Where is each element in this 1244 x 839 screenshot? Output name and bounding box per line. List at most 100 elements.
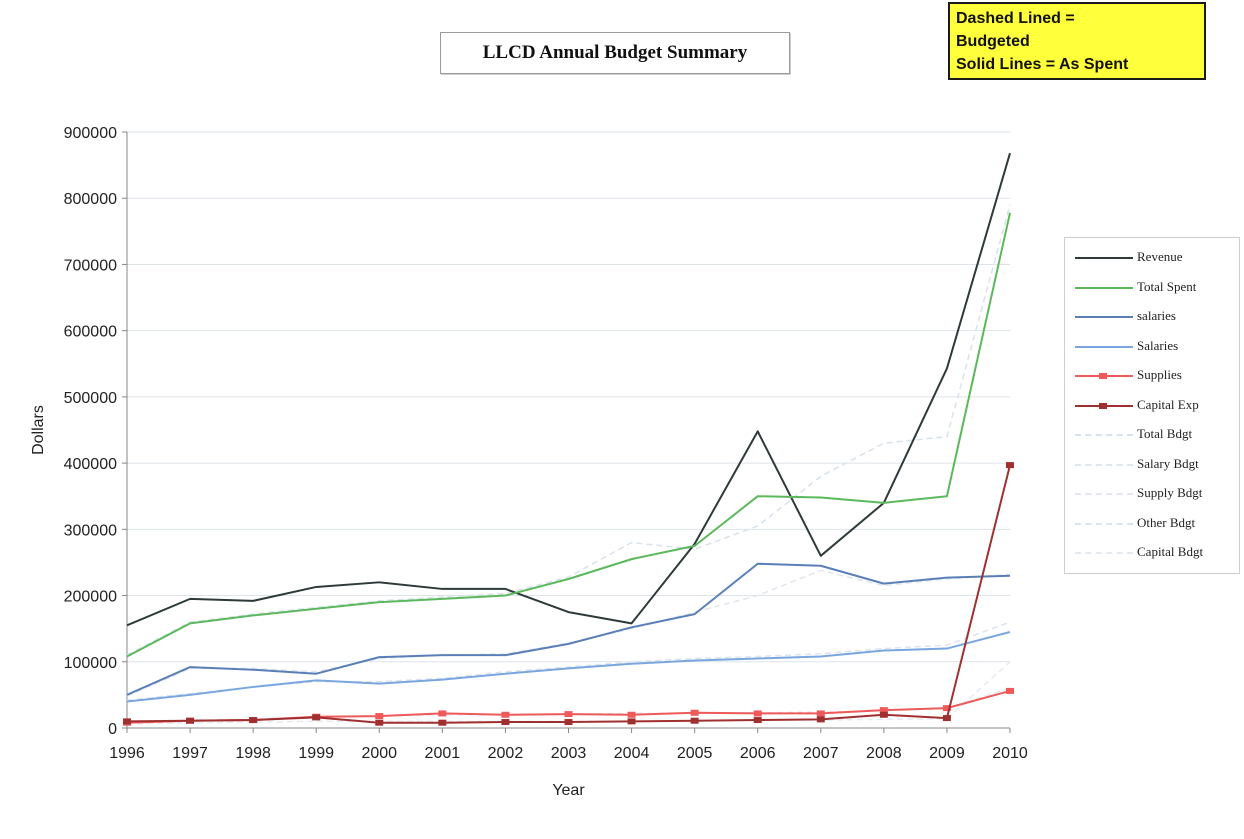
legend: Revenue Total Spent salaries Salaries Suppli… xyxy=(1064,237,1240,574)
y-tick-label: 700000 xyxy=(64,257,117,274)
y-tick-label: 600000 xyxy=(64,324,117,341)
x-tick-label: 2008 xyxy=(866,745,902,762)
data-point-capital-exp xyxy=(1006,462,1014,469)
legend-swatch xyxy=(1075,463,1133,466)
series-line-other-bdgt xyxy=(126,621,1011,701)
data-point-capital-exp xyxy=(249,717,258,724)
data-point-supplies xyxy=(690,709,699,716)
legend-label: Total Bdgt xyxy=(1137,426,1193,441)
legend-label: Total Spent xyxy=(1137,278,1197,294)
data-point-capital-exp xyxy=(123,718,131,725)
legend-label: Supply Bdgt xyxy=(1137,485,1203,500)
legend-swatch xyxy=(1075,493,1133,495)
data-point-capital-exp xyxy=(879,711,888,718)
series-line-salaries xyxy=(126,631,1011,703)
data-point-supplies xyxy=(1006,687,1014,694)
x-tick-label: 1996 xyxy=(109,745,145,762)
legend-item: Supplies xyxy=(1065,366,1239,386)
legend-swatch xyxy=(1075,552,1133,554)
note-line-1: Dashed Lined = xyxy=(956,10,1075,27)
legend-item: Other Bdgt xyxy=(1065,514,1239,534)
x-tick-label: 2004 xyxy=(614,745,650,762)
series-line-total-spent xyxy=(126,212,1011,658)
legend-item: Total Bdgt xyxy=(1065,425,1239,445)
data-point-supplies xyxy=(816,710,825,717)
y-tick-label: 500000 xyxy=(64,390,117,407)
data-point-capital-exp xyxy=(627,718,636,725)
legend-swatch xyxy=(1075,286,1133,289)
data-point-capital-exp xyxy=(186,717,195,724)
x-tick-label: 2009 xyxy=(929,745,965,762)
data-point-capital-exp xyxy=(942,715,951,722)
data-point-capital-exp xyxy=(438,719,447,726)
legend-label: Capital Exp xyxy=(1137,396,1199,412)
legend-item: Capital Bdgt xyxy=(1065,543,1239,563)
legend-swatch xyxy=(1075,522,1133,525)
y-tick-label: 400000 xyxy=(64,456,117,473)
data-point-capital-exp xyxy=(312,714,321,721)
y-tick-label: 800000 xyxy=(64,191,117,208)
data-point-supplies xyxy=(501,711,510,718)
series-line-total-bdgt xyxy=(126,204,1011,656)
y-tick-label: 300000 xyxy=(64,522,117,539)
legend-label: Supplies xyxy=(1137,367,1182,382)
x-tick-label: 2003 xyxy=(551,745,587,762)
legend-label: Other Bdgt xyxy=(1137,514,1196,530)
y-tick-label: 100000 xyxy=(64,655,117,672)
data-point-capital-exp xyxy=(816,716,825,723)
x-tick-label: 2001 xyxy=(425,745,461,762)
legend-swatch xyxy=(1075,345,1133,348)
series-line-salaries xyxy=(126,562,1011,696)
legend-label: Salaries xyxy=(1137,337,1179,353)
note-line-2: Budgeted xyxy=(956,33,1030,50)
x-axis-label: Year xyxy=(552,782,585,799)
legend-item: Revenue xyxy=(1065,248,1239,268)
legend-label: Salary Bdgt xyxy=(1137,455,1199,471)
x-tick-label: 2006 xyxy=(740,745,776,762)
data-point-supplies xyxy=(627,711,636,718)
data-point-supplies xyxy=(753,710,762,717)
data-point-supplies xyxy=(879,707,888,714)
note-line-3: Solid Lines = As Spent xyxy=(956,56,1129,73)
x-tick-label: 2007 xyxy=(803,745,839,762)
legend-note: Dashed Lined = Budgeted Solid Lines = As… xyxy=(948,2,1206,80)
x-tick-label: 1998 xyxy=(235,745,271,762)
y-axis-label: Dollars xyxy=(30,405,47,455)
y-tick-label: 0 xyxy=(108,721,117,738)
x-tick-label: 1999 xyxy=(298,745,334,762)
legend-item: Supply Bdgt xyxy=(1065,484,1239,504)
legend-label: Capital Bdgt xyxy=(1137,544,1204,559)
legend-swatch xyxy=(1075,257,1133,259)
legend-item: Salary Bdgt xyxy=(1065,455,1239,475)
data-point-supplies xyxy=(942,705,951,712)
legend-label: Revenue xyxy=(1137,249,1183,264)
legend-marker xyxy=(1099,402,1107,409)
x-tick-label: 2002 xyxy=(488,745,524,762)
data-point-supplies xyxy=(375,713,384,720)
data-point-supplies xyxy=(438,710,447,717)
x-tick-label: 2005 xyxy=(677,745,713,762)
data-point-capital-exp xyxy=(375,719,384,726)
legend-swatch xyxy=(1075,316,1133,318)
series-line-revenue xyxy=(126,152,1011,627)
legend-label: salaries xyxy=(1137,308,1176,323)
y-tick-label: 200000 xyxy=(64,589,117,606)
legend-marker xyxy=(1099,373,1107,379)
legend-item: Total Spent xyxy=(1065,278,1239,298)
x-tick-label: 2000 xyxy=(361,745,397,762)
y-tick-label: 900000 xyxy=(64,125,117,142)
data-point-capital-exp xyxy=(564,719,573,726)
chart-title: LLCD Annual Budget Summary xyxy=(440,32,790,74)
legend-item: Capital Exp xyxy=(1065,396,1239,416)
chart-title-text: LLCD Annual Budget Summary xyxy=(482,42,748,63)
x-tick-label: 1997 xyxy=(172,745,208,762)
legend-item: Salaries xyxy=(1065,337,1239,357)
x-tick-label: 2010 xyxy=(992,745,1028,762)
series-line-salary-bdgt xyxy=(126,569,1011,697)
series-line-supplies xyxy=(126,689,1011,724)
legend-swatch xyxy=(1075,434,1133,436)
series-line-capital-exp xyxy=(126,464,1011,724)
data-point-capital-exp xyxy=(753,717,762,724)
